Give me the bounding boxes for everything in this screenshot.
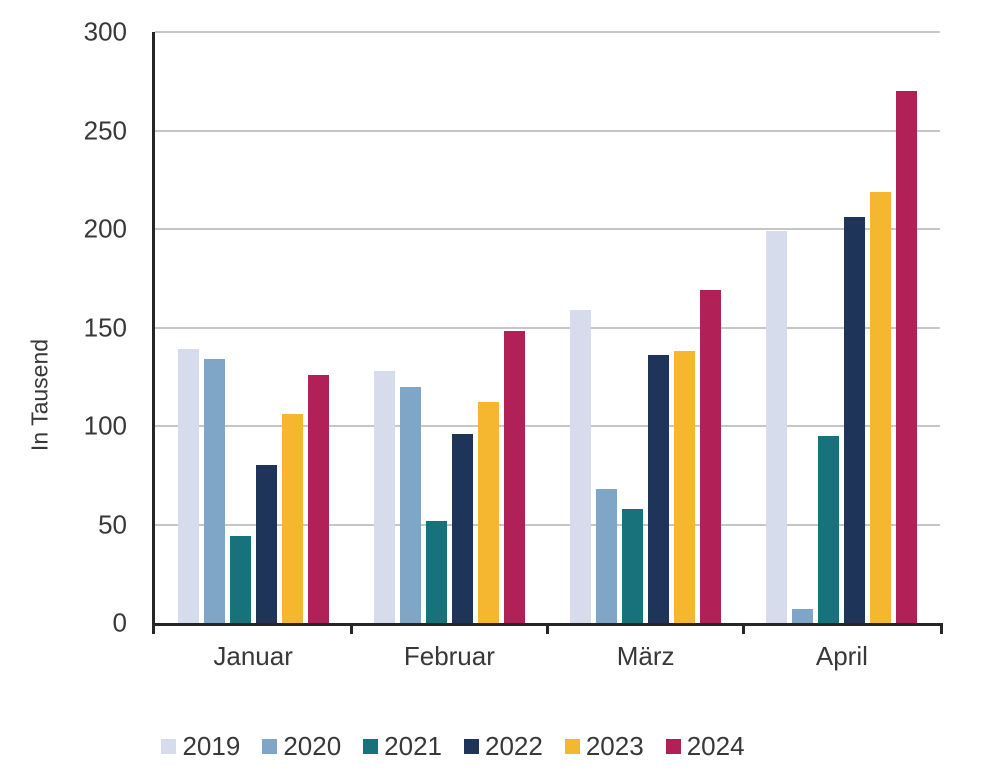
bar-2020-januar <box>203 359 225 623</box>
bar-2020-februar <box>399 386 421 623</box>
legend-label-2020: 2020 <box>283 730 342 761</box>
legend-item-2024: 2024 <box>665 730 745 762</box>
x-axis-tick-3 <box>742 623 746 634</box>
bar-group-april <box>744 32 940 623</box>
bar-2021-april <box>818 435 840 623</box>
legend: 2019 2020 2021 2022 2023 2024 <box>0 731 906 761</box>
legend-item-2023: 2023 <box>564 730 644 762</box>
y-tick-label-200: 200 <box>83 213 127 244</box>
gridline-150 <box>155 326 940 329</box>
legend-label-2019: 2019 <box>182 730 241 761</box>
legend-swatch-2021 <box>363 738 379 754</box>
gridline-200 <box>155 228 940 230</box>
gridline-100 <box>155 425 940 427</box>
bar-2019-april <box>766 230 788 623</box>
bar-2023-marz <box>674 351 696 623</box>
bar-group-marz <box>548 32 744 623</box>
bar-2022-marz <box>648 355 670 623</box>
bar-2019-februar <box>373 370 395 623</box>
y-axis-title: In Tausend <box>26 338 53 452</box>
bar-2023-januar <box>281 414 303 623</box>
x-axis-tick-1 <box>349 623 353 634</box>
y-axis-line <box>152 32 155 633</box>
gridline-50 <box>155 523 940 526</box>
gridline-300 <box>155 31 940 33</box>
legend-label-2022: 2022 <box>485 730 543 761</box>
x-axis-tick-2 <box>546 623 549 634</box>
legend-swatch-2022 <box>464 738 479 754</box>
y-tick-label-100: 100 <box>83 410 127 441</box>
gridlines <box>155 31 940 623</box>
bar-2024-april <box>896 91 918 623</box>
bar-2022-januar <box>255 465 277 623</box>
bar-group-januar <box>155 32 351 623</box>
y-tick-label-150: 150 <box>83 312 127 342</box>
legend-item-2021: 2021 <box>363 731 442 762</box>
bar-2024-januar <box>307 374 329 623</box>
legend-swatch-2020 <box>262 738 278 754</box>
x-axis-tick-0 <box>152 623 155 634</box>
y-tick-label-50: 50 <box>98 509 127 539</box>
bar-2022-april <box>844 217 866 623</box>
legend-label-2024: 2024 <box>686 730 745 761</box>
legend-swatch-2023 <box>564 738 580 754</box>
legend-swatch-2019 <box>161 738 177 754</box>
bar-2019-januar <box>177 349 199 623</box>
plot-area <box>152 31 943 634</box>
legend-label-2023: 2023 <box>585 730 644 761</box>
bar-2023-april <box>870 191 892 623</box>
x-axis-tick-4 <box>940 623 943 634</box>
bar-2021-januar <box>229 536 251 623</box>
bar-groups <box>155 32 940 623</box>
bar-2024-marz <box>700 290 722 623</box>
legend-item-2019: 2019 <box>161 731 240 762</box>
x-tick-label-januar: Januar <box>213 641 293 671</box>
legend-label-2021: 2021 <box>384 730 442 761</box>
bar-2023-februar <box>477 402 499 623</box>
bar-2024-februar <box>503 331 525 623</box>
bar-2022-februar <box>451 433 473 623</box>
x-tick-label-marz: März <box>616 641 675 671</box>
legend-item-2022: 2022 <box>464 731 543 762</box>
legend-item-2020: 2020 <box>262 731 341 762</box>
gridline-250 <box>155 129 940 132</box>
x-tick-label-april: April <box>815 641 868 671</box>
bar-group-februar <box>351 32 547 623</box>
y-tick-label-300: 300 <box>83 16 127 47</box>
legend-swatch-2024 <box>665 738 681 754</box>
y-tick-label-0: 0 <box>112 607 127 638</box>
bar-2019-marz <box>570 309 592 623</box>
bar-2021-februar <box>425 520 447 623</box>
bar-2020-april <box>792 609 814 623</box>
y-tick-label-250: 250 <box>83 115 127 145</box>
x-tick-label-februar: Februar <box>403 641 495 671</box>
bar-2021-marz <box>622 508 644 623</box>
bar-2020-marz <box>596 489 618 623</box>
